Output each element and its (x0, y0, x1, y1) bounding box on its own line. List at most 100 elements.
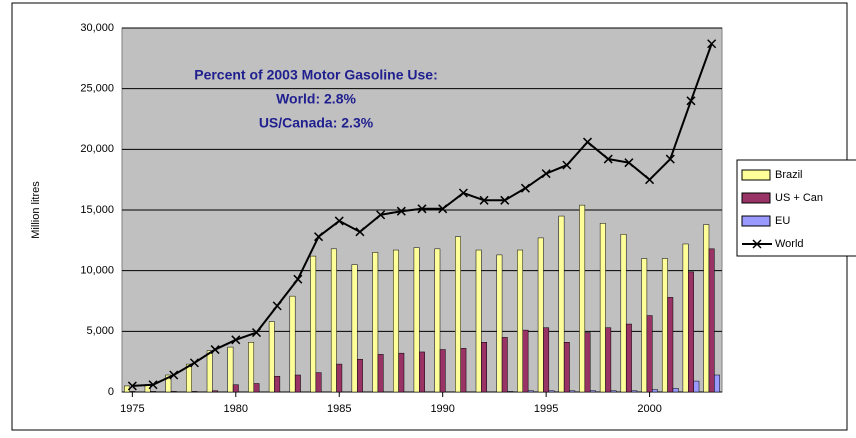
marker (189, 358, 199, 368)
y-tick-label: 10,000 (80, 265, 114, 277)
bar (439, 349, 446, 393)
bar (455, 236, 461, 393)
bar (517, 249, 524, 393)
marker (417, 204, 427, 214)
marker (645, 175, 655, 185)
bar (620, 234, 627, 393)
bar (496, 254, 503, 393)
marker (686, 96, 696, 106)
bar (481, 342, 488, 393)
x-tick-label: 1980 (224, 403, 248, 415)
bar (274, 375, 281, 393)
marker (438, 204, 448, 214)
bar (682, 243, 689, 393)
y-tick-label: 20,000 (80, 143, 114, 155)
annotation: US/Canada: 2.3% (259, 115, 374, 131)
bar (584, 332, 591, 393)
bar (170, 391, 177, 393)
bar (336, 363, 343, 393)
marker (624, 158, 634, 168)
marker (541, 169, 551, 179)
marker (665, 154, 675, 164)
y-tick-label: 15,000 (80, 204, 114, 216)
bar (315, 372, 322, 393)
marker (169, 370, 179, 380)
bar (605, 327, 612, 393)
bar (248, 342, 255, 393)
bar (294, 374, 301, 393)
y-axis-label: Million litres (30, 181, 42, 239)
bar (501, 337, 508, 393)
bar (268, 321, 275, 393)
y-tick-label: 25,000 (80, 83, 114, 95)
legend-label: EU (775, 215, 790, 227)
x-tick-label: 1995 (534, 403, 558, 415)
bar (589, 390, 596, 393)
bar (165, 374, 172, 393)
marker (355, 227, 365, 237)
marker (707, 39, 717, 49)
bar (434, 248, 441, 393)
marker (562, 160, 572, 170)
x-tick-label: 1975 (120, 403, 144, 415)
marker (251, 328, 262, 338)
bar (475, 249, 482, 393)
bar (186, 363, 192, 393)
y-tick-label: 5,000 (86, 325, 114, 337)
marker (458, 188, 468, 198)
marker (314, 232, 324, 242)
bar (610, 390, 617, 393)
bar (507, 391, 514, 393)
bar (310, 255, 317, 393)
bar (667, 297, 674, 393)
marker (293, 274, 303, 284)
bar (625, 323, 632, 393)
legend-swatch (741, 169, 771, 181)
bar (527, 390, 534, 393)
bar (703, 224, 710, 393)
bar (150, 391, 156, 393)
bar (232, 384, 239, 393)
bar (413, 247, 420, 393)
bar (548, 390, 555, 393)
bar (672, 388, 679, 393)
bar (377, 354, 384, 393)
marker (500, 195, 510, 205)
marker (520, 183, 530, 193)
marker (396, 206, 406, 216)
bar (356, 358, 363, 393)
bar (708, 248, 715, 393)
bar (191, 391, 198, 393)
bar (646, 315, 653, 393)
bar (351, 264, 358, 393)
bar (661, 258, 668, 393)
bar (129, 391, 136, 393)
bar (641, 258, 648, 393)
marker (334, 216, 344, 226)
legend-label: World (775, 238, 804, 250)
bar (212, 390, 219, 393)
legend-label: US + Can (775, 192, 823, 204)
marker (127, 381, 137, 391)
bar (579, 204, 586, 393)
annotation: World: 2.8% (276, 91, 356, 107)
x-tick-label: 1990 (430, 403, 454, 415)
bar (372, 252, 379, 393)
y-tick-label: 0 (108, 386, 114, 398)
legend-swatch (741, 215, 771, 227)
bar (460, 348, 467, 393)
legend-swatch (752, 239, 762, 249)
legend-label: Brazil (775, 169, 803, 181)
bar (206, 350, 213, 393)
x-tick-label: 1985 (327, 403, 351, 415)
marker (148, 380, 158, 390)
marker (582, 137, 593, 147)
bar (398, 352, 405, 393)
bar (569, 390, 576, 393)
marker (479, 195, 489, 205)
bar (543, 327, 550, 393)
marker (376, 210, 386, 220)
bar (688, 271, 694, 393)
marker (231, 335, 241, 345)
